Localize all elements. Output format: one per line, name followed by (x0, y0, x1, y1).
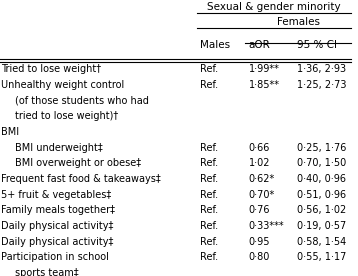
Text: 1·25, 2·73: 1·25, 2·73 (297, 80, 347, 90)
Text: 0·62*: 0·62* (249, 174, 275, 184)
Text: 0·56, 1·02: 0·56, 1·02 (297, 205, 347, 215)
Text: 5+ fruit & vegetables‡: 5+ fruit & vegetables‡ (1, 190, 112, 200)
Text: Ref.: Ref. (200, 174, 218, 184)
Text: 1·36, 2·93: 1·36, 2·93 (297, 65, 346, 75)
Text: (of those students who had: (of those students who had (15, 96, 149, 106)
Text: 0·19, 0·57: 0·19, 0·57 (297, 221, 347, 231)
Text: Unhealthy weight control: Unhealthy weight control (1, 80, 125, 90)
Text: 0·58, 1·54: 0·58, 1·54 (297, 237, 347, 246)
Text: Family meals together‡: Family meals together‡ (1, 205, 115, 215)
Text: 0·40, 0·96: 0·40, 0·96 (297, 174, 346, 184)
Text: Sexual & gender minority: Sexual & gender minority (207, 2, 341, 12)
Text: Males: Males (200, 40, 231, 50)
Text: Ref.: Ref. (200, 65, 218, 75)
Text: BMI: BMI (1, 127, 20, 137)
Text: Daily physical activity‡: Daily physical activity‡ (1, 237, 114, 246)
Text: Tried to lose weight†: Tried to lose weight† (1, 65, 102, 75)
Text: BMI overweight or obese‡: BMI overweight or obese‡ (15, 158, 141, 168)
Text: Frequent fast food & takeaways‡: Frequent fast food & takeaways‡ (1, 174, 161, 184)
Text: 0·51, 0·96: 0·51, 0·96 (297, 190, 346, 200)
Text: 0·33***: 0·33*** (249, 221, 284, 231)
Text: 0·66: 0·66 (249, 143, 270, 153)
Text: 0·80: 0·80 (249, 252, 270, 262)
Text: 0·70*: 0·70* (249, 190, 275, 200)
Text: Ref.: Ref. (200, 205, 218, 215)
Text: tried to lose weight)†: tried to lose weight)† (15, 112, 118, 121)
Text: BMI underweight‡: BMI underweight‡ (15, 143, 103, 153)
Text: 1·85**: 1·85** (249, 80, 280, 90)
Text: 0·76: 0·76 (249, 205, 270, 215)
Text: 0·25, 1·76: 0·25, 1·76 (297, 143, 347, 153)
Text: 1·99**: 1·99** (249, 65, 280, 75)
Text: 0·95: 0·95 (249, 237, 270, 246)
Text: Ref.: Ref. (200, 143, 218, 153)
Text: aOR: aOR (249, 40, 271, 50)
Text: 0·55, 1·17: 0·55, 1·17 (297, 252, 347, 262)
Text: Daily physical activity‡: Daily physical activity‡ (1, 221, 114, 231)
Text: 95 % CI: 95 % CI (297, 40, 337, 50)
Text: Ref.: Ref. (200, 158, 218, 168)
Text: 0·70, 1·50: 0·70, 1·50 (297, 158, 347, 168)
Text: Participation in school: Participation in school (1, 252, 109, 262)
Text: Ref.: Ref. (200, 237, 218, 246)
Text: 1·02: 1·02 (249, 158, 270, 168)
Text: Females: Females (276, 17, 320, 27)
Text: Ref.: Ref. (200, 190, 218, 200)
Text: Ref.: Ref. (200, 80, 218, 90)
Text: Ref.: Ref. (200, 221, 218, 231)
Text: Ref.: Ref. (200, 252, 218, 262)
Text: sports team‡: sports team‡ (15, 268, 79, 276)
